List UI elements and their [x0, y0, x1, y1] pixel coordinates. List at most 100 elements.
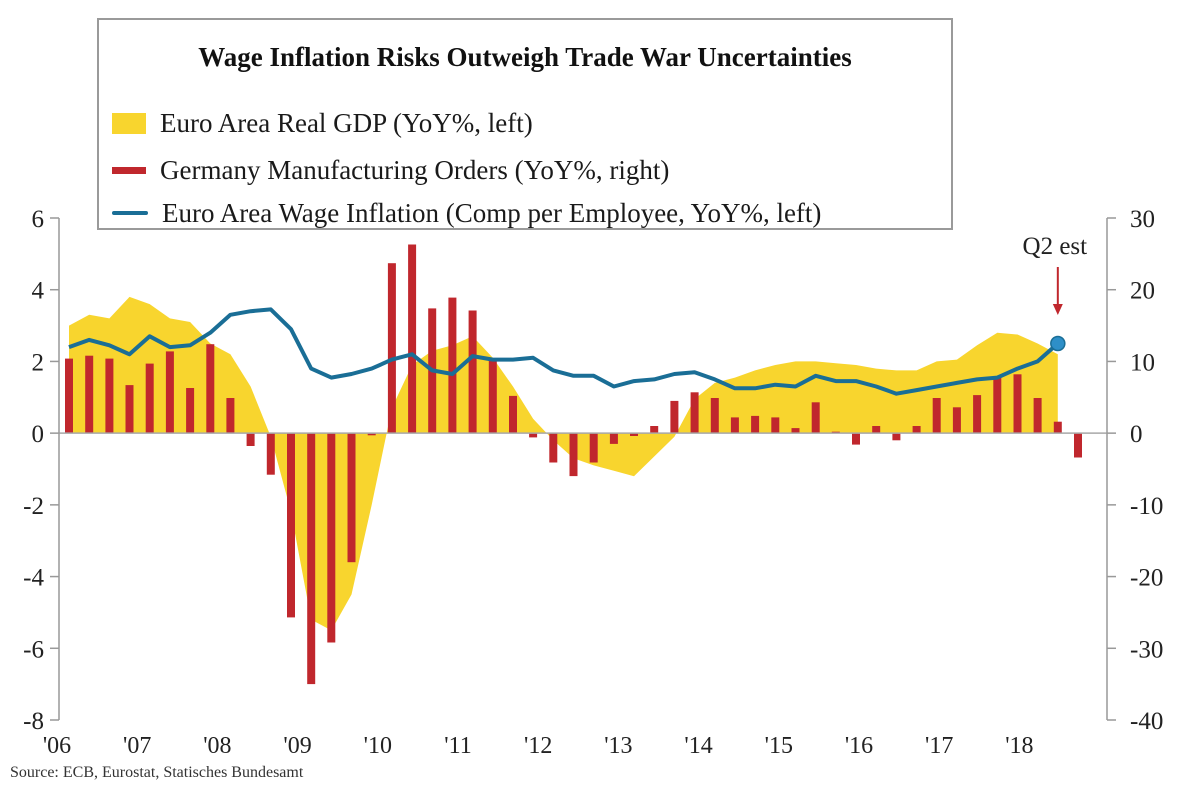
left-axis-tick-label: -2	[23, 493, 44, 520]
orders-bar	[468, 310, 477, 434]
orders-bar	[226, 398, 235, 434]
gdp-area	[69, 296, 1058, 631]
orders-bar	[973, 395, 982, 434]
right-axis-tick-label: 20	[1130, 278, 1155, 305]
gdp-area-layer	[69, 296, 1058, 631]
legend-label-wage: Euro Area Wage Inflation (Comp per Emplo…	[162, 197, 822, 228]
orders-bar	[367, 433, 376, 436]
legend-swatch-red-bar-icon	[112, 166, 146, 174]
orders-bar	[186, 388, 195, 434]
orders-bar	[630, 433, 638, 436]
x-axis-tick-label: '16	[845, 733, 873, 759]
orders-bar	[751, 415, 760, 434]
legend-item-orders: Germany Manufacturing Orders (YoY%, righ…	[112, 152, 669, 188]
orders-bar	[730, 417, 739, 434]
x-axis-tick-label: '10	[364, 733, 392, 759]
orders-bar	[206, 344, 215, 434]
x-axis-tick-label: '09	[283, 733, 311, 759]
x-axis-tick-label: '17	[925, 733, 953, 759]
orders-bar	[448, 297, 457, 434]
left-axis-tick-label: 2	[32, 349, 45, 376]
orders-bar	[1013, 374, 1022, 434]
orders-bar	[872, 426, 881, 434]
x-axis-tick-label: '12	[524, 733, 552, 759]
orders-bar	[771, 417, 780, 434]
wage-line-layer	[68, 307, 1066, 396]
orders-bar	[266, 433, 275, 475]
orders-bar	[1033, 398, 1042, 434]
x-axis-tick-label: '15	[765, 733, 793, 759]
chart-title: Wage Inflation Risks Outweigh Trade War …	[198, 42, 852, 72]
x-axis-tick-label: '08	[203, 733, 231, 759]
annotation-layer: Q2 est	[1023, 233, 1088, 315]
axes-layer: 6420-2-4-6-83020100-10-20-30-40'06'07'08…	[23, 206, 1163, 759]
orders-bar	[408, 244, 417, 434]
orders-bar	[650, 426, 659, 434]
orders-bar	[1053, 421, 1062, 434]
orders-bar	[327, 433, 336, 643]
x-axis-tick-label: '14	[684, 733, 712, 759]
orders-bar	[589, 433, 598, 463]
right-axis-tick-label: -20	[1130, 565, 1163, 592]
source-note: Source: ECB, Eurostat, Statisches Bundes…	[10, 764, 304, 781]
orders-bar	[85, 355, 94, 434]
orders-bar	[549, 433, 558, 463]
left-axis-tick-label: -4	[23, 565, 44, 592]
orders-bar	[710, 398, 719, 434]
right-axis-tick-label: -10	[1130, 493, 1163, 520]
annotation-arrowhead-icon	[1052, 304, 1063, 315]
x-axis-tick-label: '18	[1005, 733, 1033, 759]
orders-bar	[246, 433, 255, 446]
x-axis-tick-label: '06	[43, 733, 71, 759]
left-axis-tick-label: 0	[32, 421, 45, 448]
orders-bar	[287, 433, 295, 618]
orders-bar	[791, 428, 800, 434]
left-axis-tick-label: 6	[32, 206, 45, 233]
orders-bar	[952, 407, 961, 434]
annotation-q2-est: Q2 est	[1023, 233, 1088, 260]
legend-swatch-blue-line-icon	[112, 211, 148, 215]
right-axis-tick-label: -30	[1130, 636, 1163, 663]
orders-bar	[529, 433, 538, 438]
orders-bar	[387, 263, 396, 434]
right-axis-tick-label: 30	[1130, 206, 1155, 233]
orders-bar	[892, 433, 901, 441]
x-axis-tick-label: '13	[604, 733, 632, 759]
right-axis-tick-label: 10	[1130, 349, 1155, 376]
orders-bar	[1074, 433, 1082, 458]
orders-bar	[690, 392, 699, 434]
orders-bar	[165, 351, 174, 434]
orders-bar	[488, 358, 497, 434]
right-axis-tick-label: -40	[1130, 708, 1163, 735]
x-axis-tick-label: '11	[444, 733, 471, 759]
left-axis-tick-label: -6	[23, 636, 44, 663]
orders-bar	[852, 433, 860, 445]
orders-bar	[569, 433, 578, 477]
right-axis-tick-label: 0	[1130, 421, 1143, 448]
orders-bar	[509, 395, 517, 434]
orders-bar	[65, 358, 73, 434]
legend-item-gdp: Euro Area Real GDP (YoY%, left)	[112, 105, 533, 141]
legend-item-wage: Euro Area Wage Inflation (Comp per Emplo…	[112, 195, 821, 231]
orders-bar	[105, 358, 114, 434]
orders-bar	[811, 402, 820, 434]
orders-bar	[609, 433, 618, 444]
orders-bar	[145, 363, 154, 434]
wage-line	[68, 307, 1060, 396]
legend-label-orders: Germany Manufacturing Orders (YoY%, righ…	[160, 154, 670, 185]
orders-bar	[932, 398, 941, 434]
orders-bar	[307, 433, 316, 685]
orders-bars-layer	[65, 244, 1082, 685]
left-axis-tick-label: -8	[23, 708, 44, 735]
orders-bar	[912, 426, 921, 434]
legend: Wage Inflation Risks Outweigh Trade War …	[97, 18, 953, 230]
orders-bar	[993, 377, 1002, 434]
orders-bar	[347, 433, 356, 563]
legend-swatch-yellow-square-icon	[112, 112, 146, 134]
legend-label-gdp: Euro Area Real GDP (YoY%, left)	[160, 107, 533, 138]
wage-last-point-marker	[1050, 335, 1066, 352]
orders-bar	[670, 400, 679, 434]
orders-bar	[125, 385, 134, 434]
x-axis-tick-label: '07	[123, 733, 151, 759]
